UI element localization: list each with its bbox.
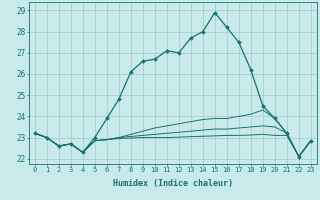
X-axis label: Humidex (Indice chaleur): Humidex (Indice chaleur): [113, 179, 233, 188]
